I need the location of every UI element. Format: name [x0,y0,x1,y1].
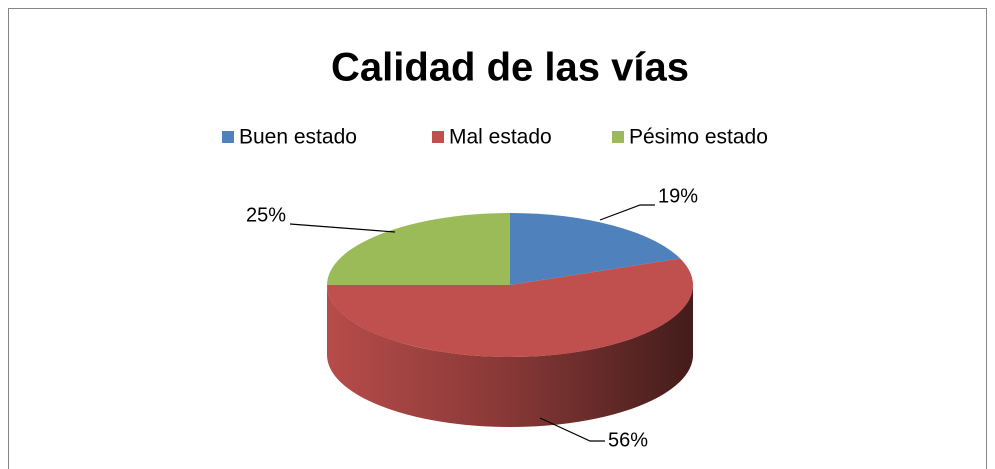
chart-title: Calidad de las vías [331,46,689,90]
data-label: 19% [658,185,698,207]
data-label: 25% [246,204,286,226]
leader-line [289,223,396,233]
pie-slice [510,213,681,285]
legend-swatch [612,131,624,143]
legend-label: Mal estado [449,126,552,149]
leader-line [599,204,655,221]
legend-swatch [222,131,234,143]
legend-swatch [432,131,444,143]
pie-side-shade [327,285,693,427]
pie-slice [327,213,510,285]
legend-label: Buen estado [239,126,357,149]
pie-slice [327,258,693,357]
leader-line [539,417,605,442]
data-label: 56% [608,429,648,451]
legend-label: Pésimo estado [629,126,768,149]
